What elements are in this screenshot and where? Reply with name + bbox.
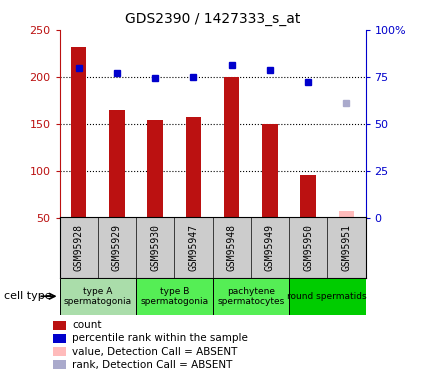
Text: GSM95930: GSM95930	[150, 224, 160, 271]
Text: GSM95929: GSM95929	[112, 224, 122, 271]
Bar	[60, 278, 136, 315]
Text: type A
spermatogonia: type A spermatogonia	[64, 286, 132, 306]
Bar	[212, 278, 289, 315]
Bar	[147, 120, 163, 218]
Text: GSM95951: GSM95951	[341, 224, 351, 271]
Bar	[71, 47, 86, 217]
Text: count: count	[72, 320, 102, 330]
Bar	[53, 347, 66, 356]
Text: GSM95928: GSM95928	[74, 224, 84, 271]
Bar	[224, 77, 239, 218]
Text: pachytene
spermatocytes: pachytene spermatocytes	[217, 286, 284, 306]
Text: type B
spermatogonia: type B spermatogonia	[140, 286, 208, 306]
Text: GSM95947: GSM95947	[188, 224, 198, 271]
Bar	[262, 124, 278, 218]
Bar	[53, 321, 66, 330]
Text: cell type: cell type	[4, 291, 52, 301]
Text: rank, Detection Call = ABSENT: rank, Detection Call = ABSENT	[72, 360, 232, 370]
Text: GSM95950: GSM95950	[303, 224, 313, 271]
Text: value, Detection Call = ABSENT: value, Detection Call = ABSENT	[72, 346, 238, 357]
Bar	[53, 360, 66, 369]
Bar	[186, 117, 201, 218]
Text: percentile rank within the sample: percentile rank within the sample	[72, 333, 248, 344]
Bar	[136, 278, 212, 315]
Bar	[53, 334, 66, 343]
Bar	[300, 176, 316, 217]
Text: GSM95949: GSM95949	[265, 224, 275, 271]
Bar	[109, 110, 125, 218]
Title: GDS2390 / 1427333_s_at: GDS2390 / 1427333_s_at	[125, 12, 300, 26]
Text: GSM95948: GSM95948	[227, 224, 237, 271]
Bar	[339, 211, 354, 218]
Text: round spermatids: round spermatids	[287, 292, 367, 301]
Bar	[289, 278, 366, 315]
